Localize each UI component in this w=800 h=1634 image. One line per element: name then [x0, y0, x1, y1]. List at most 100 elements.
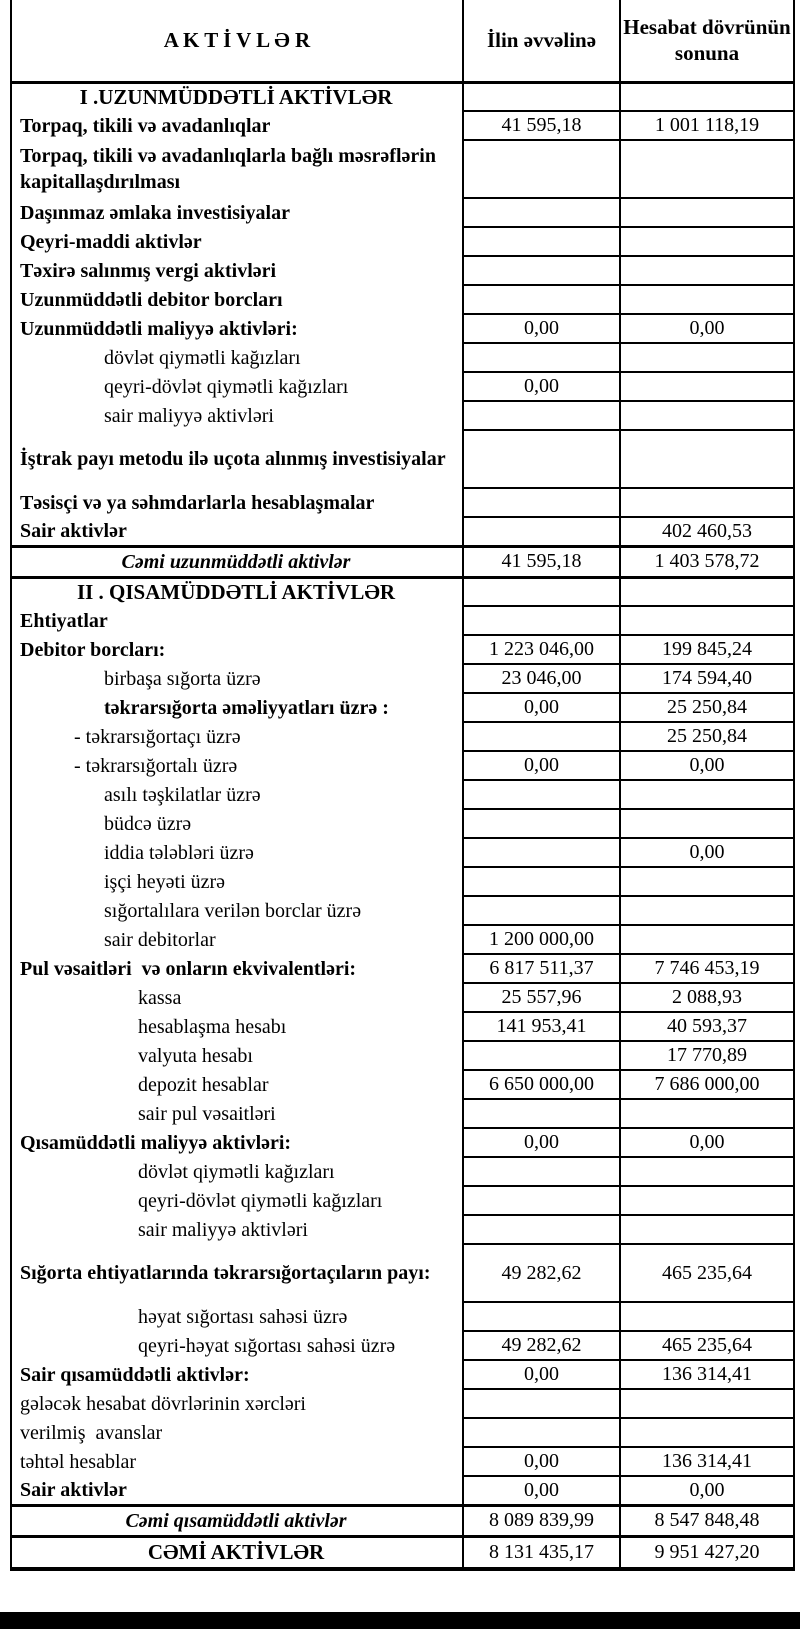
row-label: Cəmi qısamüddətli aktivlər [10, 1503, 464, 1538]
table-row: Cəmi qısamüddətli aktivlər 8 089 839,99 8 … [10, 1503, 795, 1538]
table-row: kassa 25 557,96 2 088,93 [10, 982, 795, 1013]
value-begin-of-year [463, 255, 621, 286]
row-label: təhtəl hesablar [10, 1447, 464, 1476]
table-row: Debitor borcları: 1 223 046,00 199 845,24 [10, 634, 795, 665]
value-end-of-period [620, 487, 795, 518]
value-end-of-period: 2 088,93 [620, 982, 795, 1013]
table-row: İştrak payı metodu ilə uçota alınmış inv… [10, 429, 795, 489]
table-row: - təkrarsığortalı üzrə 0,00 0,00 [10, 750, 795, 781]
value-begin-of-year [463, 226, 621, 257]
value-end-of-period: 8 547 848,48 [620, 1503, 795, 1538]
value-end-of-period: 199 845,24 [620, 634, 795, 665]
value-end-of-period: 7 686 000,00 [620, 1069, 795, 1100]
table-row: Sair qısamüddətli aktivlər: 0,00 136 314,4… [10, 1359, 795, 1390]
value-begin-of-year: 23 046,00 [463, 663, 621, 694]
value-begin-of-year: 0,00 [463, 692, 621, 723]
value-end-of-period [620, 866, 795, 897]
table-row: asılı təşkilatlar üzrə [10, 779, 795, 810]
table-row: dövlət qiymətli kağızları [10, 342, 795, 373]
value-begin-of-year [463, 197, 621, 228]
value-end-of-period: 25 250,84 [620, 721, 795, 752]
row-label: CƏMİ AKTİVLƏR [10, 1534, 464, 1571]
table-row: qeyri-dövlət qiymətli kağızları 0,00 [10, 371, 795, 402]
value-end-of-period: 0,00 [620, 1127, 795, 1158]
table-row: təkrarsığorta əməliyyatları üzrə :0,00 25… [10, 692, 795, 723]
value-end-of-period [620, 605, 795, 636]
row-label: asılı təşkilatlar üzrə [10, 780, 464, 809]
table-row: Daşınmaz əmlaka investisiyalar [10, 197, 795, 228]
table-row: sair pul vəsaitləri [10, 1098, 795, 1129]
value-begin-of-year [463, 1214, 621, 1245]
value-begin-of-year [463, 1417, 621, 1448]
row-label: Qeyri-maddi aktivlər [10, 227, 464, 256]
table-row: CƏMİ AKTİVLƏR 8 131 435,17 9 951 427,20 [10, 1534, 795, 1571]
row-label: valyuta hesabı [10, 1041, 464, 1070]
value-end-of-period: 0,00 [620, 1475, 795, 1506]
table-row: I .UZUNMÜDDƏTLİ AKTİVLƏR [10, 81, 795, 112]
value-end-of-period: 465 235,64 [620, 1243, 795, 1303]
value-end-of-period [620, 226, 795, 257]
value-end-of-period [620, 429, 795, 489]
value-end-of-period [620, 779, 795, 810]
row-label: sair maliyyə aktivləri [10, 401, 464, 430]
assets-table: A K T İ V L Ə R İlin əvvəlinə Hesabat dö… [10, 0, 795, 1571]
value-end-of-period [620, 81, 795, 112]
row-label: sair maliyyə aktivləri [10, 1215, 464, 1244]
table-row: Uzunmüddətli maliyyə aktivləri: 0,00 0,00 [10, 313, 795, 344]
value-begin-of-year [463, 342, 621, 373]
value-begin-of-year [463, 429, 621, 489]
table-row: gələcək hesabat dövrlərinin xərcləri [10, 1388, 795, 1419]
value-end-of-period: 136 314,41 [620, 1446, 795, 1477]
value-end-of-period [620, 1185, 795, 1216]
table-row: sair maliyyə aktivləri [10, 1214, 795, 1245]
value-begin-of-year: 1 200 000,00 [463, 924, 621, 955]
row-label: - təkrarsığortaçı üzrə [10, 722, 464, 751]
value-begin-of-year [463, 1098, 621, 1129]
row-label: sair debitorlar [10, 925, 464, 954]
row-label: Uzunmüddətli maliyyə aktivləri: [10, 314, 464, 343]
table-row: büdcə üzrə [10, 808, 795, 839]
row-label: işçi heyəti üzrə [10, 867, 464, 896]
value-end-of-period [620, 576, 795, 607]
value-begin-of-year: 49 282,62 [463, 1330, 621, 1361]
table-row: Sair aktivlər 402 460,53 [10, 516, 795, 547]
row-label: Daşınmaz əmlaka investisiyalar [10, 198, 464, 227]
value-end-of-period: 0,00 [620, 313, 795, 344]
value-end-of-period [620, 371, 795, 402]
table-row: Uzunmüddətli debitor borcları [10, 284, 795, 315]
table-row: valyuta hesabı 17 770,89 [10, 1040, 795, 1071]
value-end-of-period [620, 1098, 795, 1129]
table-row: hesablaşma hesabı 141 953,41 40 593,37 [10, 1011, 795, 1042]
row-label: Sair aktivlər [10, 1476, 464, 1505]
value-end-of-period: 9 951 427,20 [620, 1534, 795, 1571]
row-label: dövlət qiymətli kağızları [10, 343, 464, 372]
value-begin-of-year: 41 595,18 [463, 544, 621, 579]
row-label: depozit hesablar [10, 1070, 464, 1099]
value-end-of-period: 40 593,37 [620, 1011, 795, 1042]
table-row: iddia tələbləri üzrə 0,00 [10, 837, 795, 868]
value-begin-of-year [463, 1040, 621, 1071]
value-begin-of-year: 1 223 046,00 [463, 634, 621, 665]
table-row: işçi heyəti üzrə [10, 866, 795, 897]
table-row: Pul vəsaitləri və onların ekvivalentləri… [10, 953, 795, 984]
value-begin-of-year [463, 81, 621, 112]
table-row: verilmiş avanslar [10, 1417, 795, 1448]
end-of-period-column-header: Hesabat dövrünün sonuna [620, 0, 795, 84]
table-row: həyat sığortası sahəsi üzrə [10, 1301, 795, 1332]
row-label: Cəmi uzunmüddətli aktivlər [10, 544, 464, 579]
row-label: Təxirə salınmış vergi aktivləri [10, 256, 464, 285]
value-end-of-period: 136 314,41 [620, 1359, 795, 1390]
table-body: I .UZUNMÜDDƏTLİ AKTİVLƏR Torpaq, tikili v… [10, 81, 795, 1571]
value-begin-of-year [463, 1388, 621, 1419]
value-begin-of-year: 0,00 [463, 1446, 621, 1477]
row-label: büdcə üzrə [10, 809, 464, 838]
value-begin-of-year [463, 516, 621, 547]
value-begin-of-year [463, 1301, 621, 1332]
value-begin-of-year [463, 487, 621, 518]
value-begin-of-year [463, 284, 621, 315]
value-end-of-period [620, 1417, 795, 1448]
table-row: Sair aktivlər 0,00 0,00 [10, 1475, 795, 1506]
value-end-of-period [620, 197, 795, 228]
value-begin-of-year: 0,00 [463, 313, 621, 344]
row-label: qeyri-həyat sığortası sahəsi üzrə [10, 1331, 464, 1360]
